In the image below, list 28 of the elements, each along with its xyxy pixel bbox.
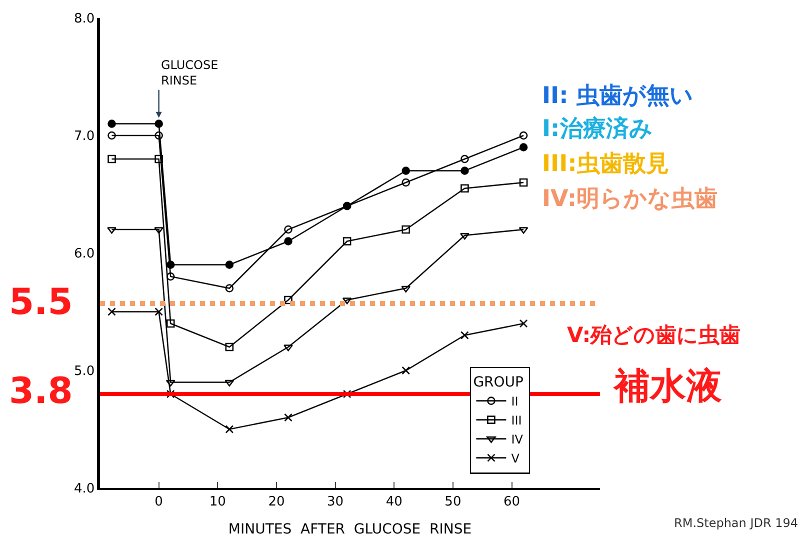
- x-tick-label: 0: [154, 494, 163, 510]
- x-tick-label: 30: [327, 494, 344, 510]
- y-tick-label: 5.0: [74, 364, 95, 380]
- y-tick-label: 4.0: [74, 482, 95, 497]
- annotation: IV:明らかな虫歯: [542, 186, 718, 212]
- text: RM.Stephan JDR 194: [674, 516, 798, 530]
- text: 5.5: [9, 282, 73, 323]
- annotation: II: 虫歯が無い: [542, 83, 694, 109]
- text: 3.8: [9, 371, 73, 412]
- legend-label: III: [511, 413, 522, 428]
- y-tick-label: 8.0: [74, 12, 95, 27]
- x-tick-label: 20: [268, 494, 285, 510]
- y-tick-label: 7.0: [74, 129, 95, 144]
- text: 補水液: [612, 366, 722, 407]
- x-tick-label: 60: [503, 494, 520, 510]
- annotation: V:殆どの歯に虫歯: [567, 323, 741, 347]
- annotation: GLUCOSE RINSE: [161, 58, 218, 88]
- x-tick-label: 10: [209, 494, 226, 510]
- legend-label: IV: [511, 432, 524, 446]
- annotation: III:虫歯散見: [542, 151, 669, 177]
- legend-label: V: [511, 451, 520, 466]
- legend-label: II: [511, 394, 518, 408]
- x-axis-title: MINUTES AFTER GLUCOSE RINSE: [228, 521, 472, 538]
- y-tick-label: 6.0: [74, 246, 95, 262]
- x-tick-label: 50: [444, 494, 462, 510]
- annotation: I:治療済み: [542, 115, 653, 142]
- x-tick-label: 40: [386, 494, 402, 510]
- legend-title: GROUP: [473, 374, 524, 390]
